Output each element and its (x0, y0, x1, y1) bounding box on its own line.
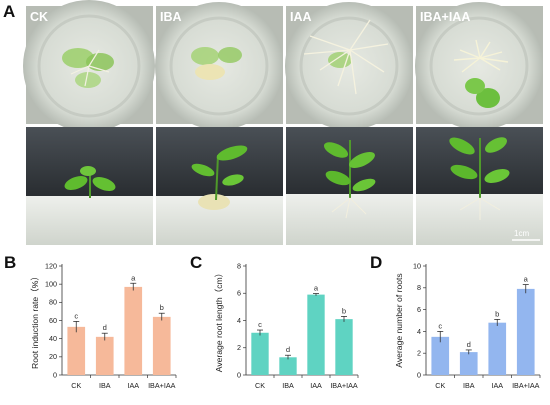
photo-label-iba-iaa: IBA+IAA (420, 10, 470, 24)
bar-iaa (124, 286, 143, 375)
y-tick-label: 60 (49, 316, 57, 325)
significance-letter: d (467, 340, 471, 349)
chart-b: B Root induction rate（%） 0 20 40 60 80 100 120 c C… (4, 253, 177, 390)
y-tick-label: 10 (413, 261, 421, 270)
x-tick-label: IBA+IAA (148, 381, 176, 390)
significance-letter: d (103, 323, 107, 332)
x-tick-label: CK (435, 381, 445, 390)
y-tick-label: 4 (237, 316, 241, 325)
y-tick-label: 40 (49, 334, 57, 343)
scale-bar-label: 1cm (514, 229, 529, 238)
y-axis-title: Average number of roots (394, 273, 404, 367)
photo-jar-ck (26, 127, 153, 245)
y-tick-label: 6 (237, 289, 241, 298)
bar-ck (67, 326, 86, 375)
significance-letter: b (495, 309, 499, 318)
scale-bar: 1cm (512, 229, 540, 241)
y-tick-label: 20 (49, 352, 57, 361)
bar-iba (95, 336, 114, 375)
photo-top-ck: CK (23, 0, 155, 132)
y-tick-label: 2 (237, 343, 241, 352)
x-tick-label: IBA+IAA (330, 381, 358, 390)
significance-letter: c (258, 320, 262, 329)
photo-panel: A CK IBA IAA IBA+IAA (3, 0, 543, 245)
panel-letter-d: D (370, 253, 382, 272)
x-tick-label: IBA (99, 381, 111, 390)
y-tick-label: 8 (237, 261, 241, 270)
y-tick-label: 0 (237, 370, 241, 379)
bar-iaa (307, 294, 325, 375)
significance-letter: d (286, 345, 290, 354)
x-tick-label: CK (255, 381, 265, 390)
x-tick-label: IBA (282, 381, 294, 390)
significance-letter: c (74, 311, 78, 320)
y-tick-label: 2 (417, 349, 421, 358)
x-tick-label: IAA (310, 381, 322, 390)
bar-iba (459, 352, 478, 375)
photo-label-iba: IBA (160, 10, 182, 24)
y-tick-label: 8 (417, 283, 421, 292)
bar-iba-iaa (516, 288, 535, 375)
y-tick-label: 120 (45, 261, 57, 270)
photo-label-iaa: IAA (290, 10, 312, 24)
y-axis-title: Root induction rate（%） (30, 272, 40, 369)
significance-letter: a (131, 273, 136, 282)
x-tick-label: IBA (463, 381, 475, 390)
significance-letter: a (524, 275, 529, 284)
panel-letter-a: A (3, 2, 15, 21)
x-tick-label: IAA (127, 381, 139, 390)
bar-iba (279, 357, 297, 375)
y-tick-label: 4 (417, 327, 421, 336)
photo-top-iba-iaa: IBA+IAA (415, 2, 543, 130)
bar-iaa (488, 322, 507, 375)
panel-letter-c: C (190, 253, 202, 272)
y-tick-label: 100 (45, 280, 57, 289)
significance-letter: c (438, 321, 442, 330)
x-tick-label: IAA (491, 381, 503, 390)
significance-letter: b (342, 306, 346, 315)
y-tick-label: 80 (49, 298, 57, 307)
bar-ck (431, 336, 450, 375)
bar-iba-iaa (152, 316, 171, 375)
x-tick-label: CK (71, 381, 81, 390)
significance-letter: b (160, 303, 164, 312)
photo-top-iba: IBA (155, 2, 283, 130)
y-axis-title: Average root length（cm） (214, 269, 224, 373)
significance-letter: a (314, 284, 319, 293)
photo-jar-iaa (286, 127, 413, 245)
y-tick-label: 0 (417, 370, 421, 379)
chart-c: C Average root length（cm） 0 2 4 6 8 c CK d IBA a IAA… (190, 253, 359, 390)
photo-top-iaa: IAA (285, 2, 413, 130)
y-tick-label: 6 (417, 305, 421, 314)
bar-ck (251, 332, 269, 375)
chart-d: D Average number of roots 0 2 4 6 8 10 c CK d IBA b I… (370, 253, 541, 390)
y-tick-label: 0 (53, 370, 57, 379)
bar-iba-iaa (335, 319, 353, 375)
x-tick-label: IBA+IAA (512, 381, 540, 390)
photo-jar-iba-iaa (416, 127, 543, 245)
photo-jar-iba (156, 127, 283, 245)
photo-label-ck: CK (30, 10, 48, 24)
panel-letter-b: B (4, 253, 16, 272)
